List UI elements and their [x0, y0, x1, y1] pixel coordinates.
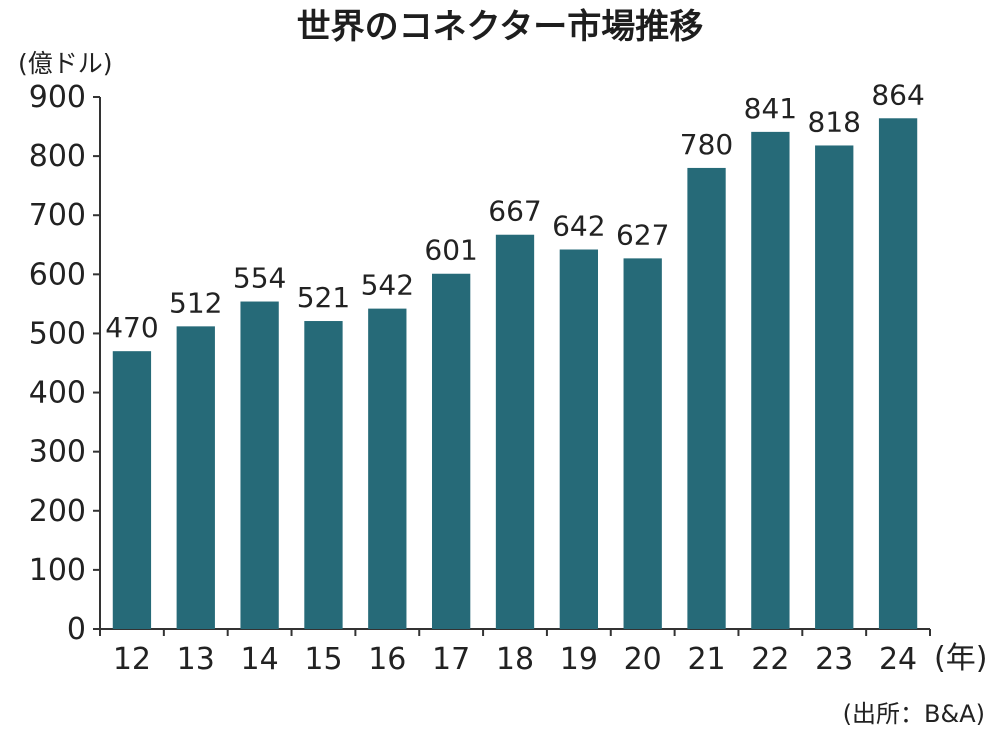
bar-value-label: 841 — [744, 92, 797, 125]
bar-value-label: 601 — [424, 234, 477, 267]
x-tick-label: 15 — [304, 642, 342, 677]
x-tick-label: 18 — [496, 642, 534, 677]
bar — [815, 145, 854, 629]
bar — [304, 321, 343, 629]
x-tick-label: 14 — [241, 642, 279, 677]
data-labels: 470 512 554 521 542 601 667 642 627 780 841 818 864 — [105, 78, 925, 344]
y-tick-label: 600 — [29, 257, 86, 292]
bar-value-label: 554 — [233, 262, 286, 295]
y-tick-label: 100 — [29, 553, 86, 588]
y-tick-label: 200 — [29, 494, 86, 529]
bar-value-label: 780 — [680, 128, 733, 161]
bar-value-label: 642 — [552, 210, 605, 243]
bar-value-label: 521 — [297, 281, 350, 314]
bar-value-label: 667 — [488, 195, 541, 228]
y-tick-label: 900 — [29, 80, 86, 115]
x-tick-label: 19 — [560, 642, 598, 677]
y-axis-ticks: 0 100 200 300 400 500 600 700 800 900 — [29, 80, 100, 647]
y-tick-label: 700 — [29, 198, 86, 233]
x-tick-label: 24 — [879, 642, 917, 677]
bar — [623, 258, 662, 629]
bars — [112, 118, 918, 630]
bar — [751, 131, 790, 629]
x-tick-label: 21 — [687, 642, 725, 677]
y-tick-label: 300 — [29, 435, 86, 470]
y-axis-unit-label: (億ドル) — [18, 49, 113, 78]
y-tick-label: 0 — [67, 612, 86, 647]
x-tick-label: 20 — [624, 642, 662, 677]
bar — [878, 118, 918, 629]
x-tick-label: 13 — [177, 642, 215, 677]
bar — [240, 301, 279, 629]
bar — [495, 234, 535, 629]
bar-value-label: 512 — [169, 286, 222, 319]
y-tick-label: 800 — [29, 139, 86, 174]
x-tick-label: 22 — [751, 642, 789, 677]
bar — [176, 326, 215, 629]
x-tick-label: 16 — [368, 642, 406, 677]
bar — [112, 351, 152, 629]
bar — [559, 249, 598, 630]
x-tick-label: 12 — [113, 642, 151, 677]
source-note: (出所：B&A) — [843, 700, 985, 728]
bar-value-label: 470 — [105, 311, 158, 344]
bar — [368, 308, 407, 629]
y-tick-label: 500 — [29, 316, 86, 351]
bar-value-label: 627 — [616, 218, 669, 251]
bar — [687, 167, 726, 629]
bar-value-label: 864 — [871, 78, 924, 111]
bar — [432, 273, 471, 629]
x-tick-label: 23 — [815, 642, 853, 677]
x-axis-ticks: 12 13 14 15 16 17 18 19 20 21 22 23 24 — [99, 629, 931, 677]
chart-title: 世界のコネクター市場推移 — [297, 7, 704, 47]
x-axis-unit-label: (年) — [934, 641, 987, 676]
bar-value-label: 818 — [808, 105, 861, 138]
bar-value-label: 542 — [361, 269, 414, 302]
x-tick-label: 17 — [432, 642, 470, 677]
y-tick-label: 400 — [29, 376, 86, 411]
